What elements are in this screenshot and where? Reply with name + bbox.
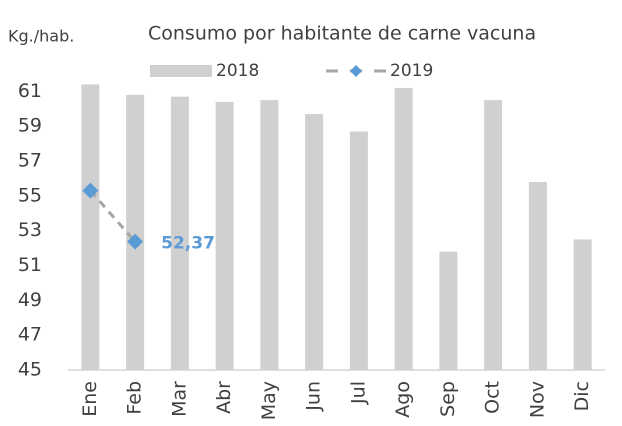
marker [127,233,144,250]
bar [81,84,100,371]
bar [215,101,234,370]
x-tick-label: May [258,381,280,420]
legend-marker [350,65,362,77]
y-tick-label: 57 [18,150,42,172]
legend-swatch [150,65,212,77]
y-tick-label: 47 [18,324,42,346]
x-tick-label: Jun [303,381,325,412]
x-tick-label: Feb [124,381,146,415]
line [89,189,137,243]
bar [260,100,279,370]
chart-title: Consumo por habitante de carne vacuna [148,23,536,45]
bar [528,181,547,370]
x-tick-label: Abr [213,381,235,414]
bar [484,100,503,370]
y-tick-label: 53 [18,219,42,241]
y-tick-label: 59 [18,115,42,137]
bar [394,87,413,370]
x-tick-label: Ago [392,381,414,418]
y-tick-label: 61 [18,80,42,102]
legend-label: 2018 [216,61,259,81]
x-tick-label: Sep [437,381,459,417]
bar [170,96,189,371]
y-tick-label: 45 [18,359,42,381]
y-tick-label: 51 [18,254,42,276]
marker [82,182,99,199]
x-tick-label: Oct [482,381,504,414]
y-axis-label: Kg./hab. [8,27,74,46]
bar [305,114,324,370]
legend-label: 2019 [390,61,433,81]
bar [126,94,145,371]
x-tick-label: Dic [571,381,593,411]
bar [439,251,458,370]
y-tick-label: 55 [18,184,42,206]
bar [573,239,592,370]
y-tick-label: 49 [18,289,42,311]
data-label: 52,37 [161,234,215,254]
x-tick-label: Nov [526,381,548,418]
x-tick-label: Jul [347,381,369,405]
bar [349,131,368,370]
x-tick-label: Ene [79,381,101,417]
x-tick-label: Mar [168,381,190,417]
